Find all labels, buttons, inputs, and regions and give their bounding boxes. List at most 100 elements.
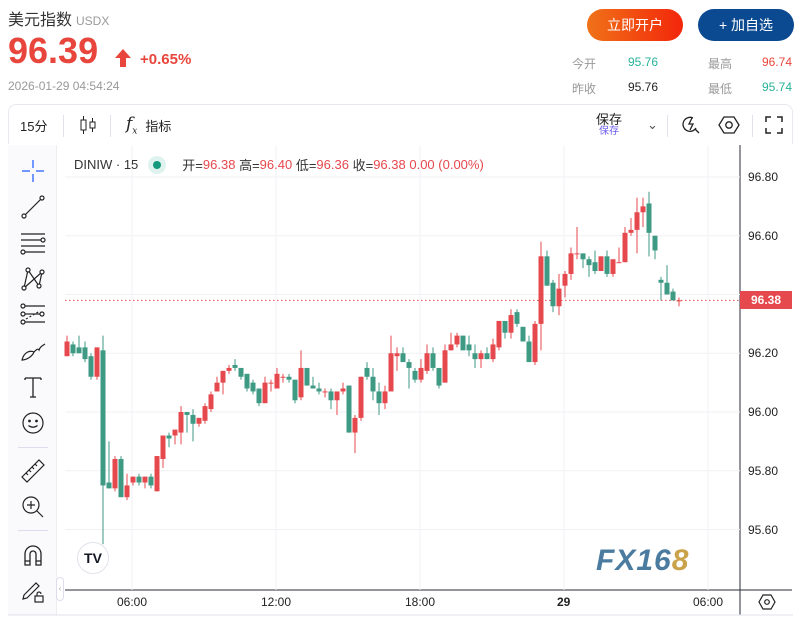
candle-body [556, 288, 562, 307]
candle-body [418, 367, 424, 380]
pattern-tool[interactable] [20, 266, 46, 292]
trend-line-tool[interactable] [20, 194, 46, 220]
candle-body [142, 476, 148, 483]
collapse-sidebar-handle[interactable]: ‹ [56, 577, 64, 601]
price-tick: 96.20 [748, 346, 779, 361]
candle-body [334, 391, 340, 401]
candle-body [610, 259, 616, 274]
current-price: 96.39 [8, 30, 99, 71]
settings-button[interactable] [718, 105, 740, 145]
time-tick: 12:00 [261, 595, 292, 609]
pencil-lock-icon [22, 582, 44, 603]
candle-body [412, 370, 418, 380]
candle-body [658, 279, 664, 283]
fib-lines-icon [20, 303, 45, 325]
arrow-up-icon [115, 49, 131, 67]
candle-body [124, 485, 130, 498]
candle-body [196, 417, 202, 424]
interval-button[interactable]: 15分 [20, 118, 48, 134]
candlestick-icon [80, 116, 96, 134]
candle-body [310, 385, 316, 389]
zoom-tool[interactable] [20, 494, 46, 520]
candle-body [214, 382, 220, 392]
add-watchlist-button[interactable]: + 加自选 [698, 9, 794, 41]
smiley-icon [22, 412, 44, 434]
crosshair-icon [22, 160, 44, 182]
measure-tool[interactable] [20, 458, 46, 484]
zoom-in-icon [22, 496, 44, 518]
candle-body [502, 320, 508, 333]
candle-body [178, 412, 184, 433]
lock-drawings-tool[interactable] [20, 578, 46, 604]
brush-tool[interactable] [20, 338, 46, 364]
time-tick: 06:00 [693, 595, 724, 609]
instrument-code: USDX [76, 14, 110, 28]
candle-body [340, 388, 346, 392]
candle-body [118, 459, 124, 498]
time-tick: 18:00 [405, 595, 436, 609]
candle-body [436, 367, 442, 386]
candle-body [448, 344, 454, 351]
save-button[interactable]: 保存 保存 [596, 105, 622, 145]
candle-body [316, 388, 322, 392]
candle-body [352, 417, 358, 433]
high-value: 96.40 [259, 157, 293, 172]
emoji-tool[interactable] [20, 410, 46, 436]
axis-settings-button[interactable] [758, 594, 776, 615]
candle-body [520, 326, 526, 342]
candle-body [154, 456, 160, 492]
candle-body [244, 373, 250, 389]
tradingview-logo[interactable]: TV [77, 542, 109, 574]
fullscreen-button[interactable] [765, 105, 783, 145]
crosshair-tool[interactable] [20, 158, 46, 184]
candle-body [670, 291, 676, 301]
magnet-tool[interactable] [20, 542, 46, 568]
open-account-button[interactable]: 立即开户 [587, 9, 683, 41]
candle-body [304, 367, 310, 386]
divider [18, 447, 48, 448]
stat-label: 今开 [572, 57, 597, 71]
candle-body [652, 235, 658, 251]
candle-body [298, 367, 304, 398]
candle-body [100, 350, 106, 486]
candle-body [208, 394, 214, 410]
candle-body [586, 259, 592, 266]
candle-body [322, 391, 328, 393]
candle-body [292, 379, 298, 401]
candle-body [604, 256, 610, 274]
chart-toolbar: 15分 fx 指标 保存 保存 ⌄ [8, 104, 793, 144]
parallel-lines-tool[interactable] [20, 230, 46, 256]
fibonacci-tool[interactable] [20, 302, 46, 328]
chart-type-button[interactable] [79, 105, 97, 145]
candle-body [148, 476, 154, 486]
candle-body [220, 370, 226, 383]
low-value: 96.36 [316, 157, 349, 172]
quick-search-button[interactable] [681, 105, 701, 145]
candle-body [466, 344, 472, 351]
change-value: 0.00 (0.00%) [409, 157, 484, 172]
candle-body [382, 391, 388, 404]
indicators-button[interactable]: fx 指标 [126, 105, 171, 145]
horizontal-lines-icon [20, 233, 46, 255]
candle-body [238, 367, 244, 377]
candle-body [226, 367, 232, 371]
candle-body [634, 212, 640, 230]
candle-body [598, 256, 604, 271]
candle-body [646, 203, 652, 233]
save-dropdown-chevron-icon[interactable]: ⌄ [647, 117, 658, 132]
candle-body [526, 341, 532, 363]
close-value: 96.38 [373, 157, 406, 172]
stat-value: 95.74 [762, 80, 793, 94]
candle-body [430, 353, 436, 368]
open-label: 开= [182, 158, 203, 173]
drawing-tools-sidebar: ‹ [8, 145, 64, 615]
candle-body [160, 435, 166, 459]
candle-body [82, 347, 88, 360]
candle-body [106, 482, 112, 489]
stat-label: 最低 [708, 82, 733, 96]
candle-body [190, 414, 196, 424]
text-tool[interactable] [20, 374, 46, 400]
candle-body [328, 391, 334, 401]
candle-body [94, 347, 100, 377]
